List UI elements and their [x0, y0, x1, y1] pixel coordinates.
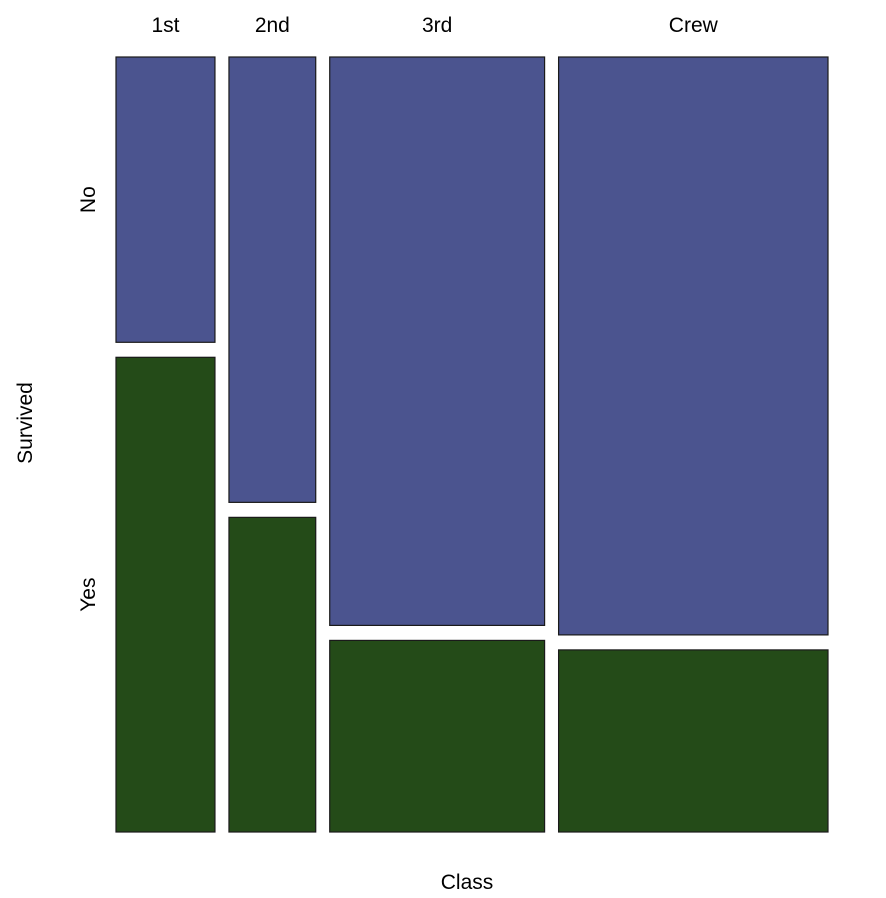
tile-2nd-yes [228, 516, 317, 833]
level-label-no: No [77, 186, 100, 213]
tile-crew-no [557, 56, 829, 636]
category-labels: 1st 2nd 3rd Crew [151, 14, 718, 37]
level-labels: No Yes [77, 186, 100, 612]
category-label-2nd: 2nd [255, 14, 290, 37]
x-axis-label: Class [441, 871, 494, 894]
level-label-yes: Yes [77, 578, 100, 612]
category-label-3rd: 3rd [422, 14, 452, 37]
tile-3rd-no [329, 56, 546, 627]
tile-2nd-no [228, 56, 317, 503]
tile-1st-yes [115, 356, 216, 833]
y-axis-label: Survived [14, 382, 37, 464]
tile-3rd-yes [329, 639, 546, 833]
tile-crew-yes [557, 649, 829, 833]
tile-1st-no [115, 56, 216, 343]
mosaic-tiles [115, 56, 829, 833]
category-label-crew: Crew [669, 14, 719, 37]
category-label-1st: 1st [151, 14, 179, 37]
